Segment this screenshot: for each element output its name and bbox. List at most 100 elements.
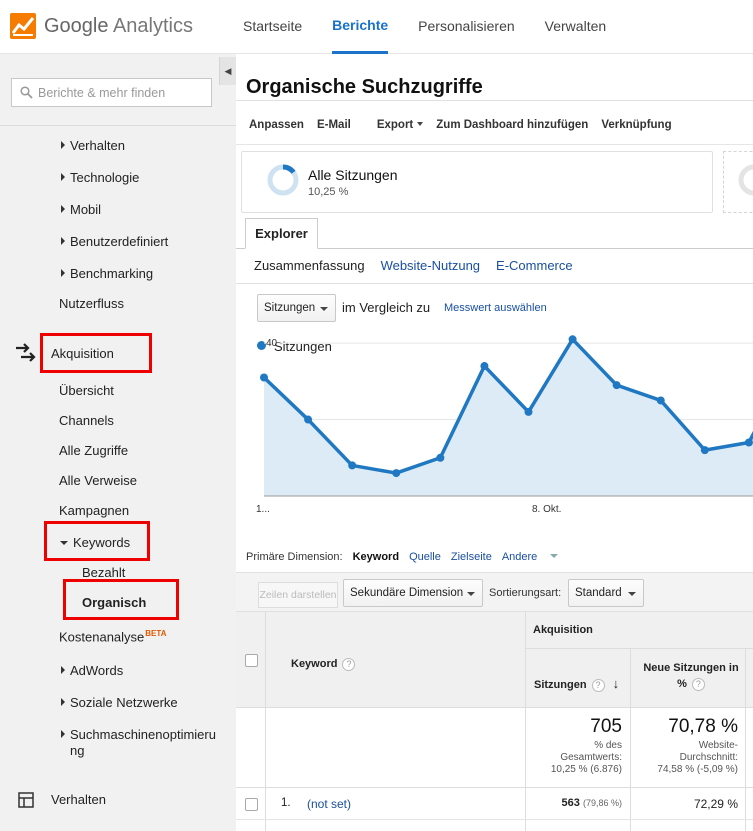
akquisition-icon — [15, 342, 37, 367]
subtab-divider — [236, 283, 753, 284]
sidebar-item-label-continued: ng — [70, 743, 85, 758]
sidebar-item-benutzerdefiniert[interactable]: Benutzerdefiniert — [61, 234, 168, 249]
column-header-sitzungen[interactable]: Sitzungen? ↓ — [534, 676, 619, 692]
chart-data-point — [568, 335, 577, 344]
subtab-ecommerce[interactable]: E-Commerce — [496, 258, 573, 273]
chart-data-point — [348, 461, 357, 470]
dimension-zielseite[interactable]: Zielseite — [450, 551, 492, 563]
column-header-neue-sitzungen[interactable]: Neue Sitzungen in%? — [638, 660, 744, 692]
chart-data-point — [524, 407, 533, 416]
segment-card[interactable]: Alle Sitzungen 10,25 % — [241, 151, 713, 213]
caption-line: Website- — [698, 740, 738, 751]
verknuepfung-button[interactable]: Verknüpfung — [601, 119, 672, 131]
anpassen-button[interactable]: Anpassen — [249, 119, 304, 131]
google-analytics-logo[interactable]: Google Analytics — [10, 10, 193, 42]
sidebar-item-benchmarking[interactable]: Benchmarking — [61, 266, 153, 281]
segment-name: Alle Sitzungen — [308, 167, 398, 183]
segment-donut-icon — [267, 164, 299, 196]
sidebar-item-kampagnen[interactable]: Kampagnen — [59, 503, 130, 518]
sidebar-item-mobil[interactable]: Mobil — [61, 202, 101, 217]
column-header-keyword[interactable]: Keyword? — [291, 658, 356, 671]
sidebar-item-kostenanalyse[interactable]: KostenanalyseBETA — [59, 629, 166, 644]
add-segment-card[interactable] — [723, 151, 753, 213]
column-header-neue-line2: %? — [638, 676, 744, 692]
sidebar-item-verhalten-main[interactable]: Verhalten — [51, 792, 106, 807]
caption-line: Durchschnitt: — [679, 752, 738, 763]
subtab-zusammenfassung[interactable]: Zusammenfassung — [254, 258, 365, 273]
sidebar-item-bezahlt[interactable]: Bezahlt — [82, 565, 126, 580]
sidebar-item-verhalten-sub[interactable]: Verhalten — [61, 138, 125, 153]
row-neue-sitzungen: 72,29 % — [693, 797, 738, 811]
page-title: Organische Suchzugriffe — [246, 76, 483, 98]
dimension-quelle[interactable]: Quelle — [409, 551, 441, 563]
nav-berichte[interactable]: Berichte — [332, 0, 389, 54]
expand-arrow-icon — [61, 730, 65, 738]
tab-divider — [236, 248, 753, 249]
help-icon[interactable]: ? — [691, 678, 705, 691]
sidebar-item-suchmaschinenoptimierung[interactable]: Suchmaschinenoptimieru — [61, 727, 216, 742]
sidebar-item-label: Technologie — [70, 170, 140, 185]
sidebar-item-organisch[interactable]: Organisch — [82, 595, 147, 610]
sidebar-item-akquisition[interactable]: Akquisition — [51, 346, 114, 361]
sort-desc-icon[interactable]: ↓ — [612, 676, 620, 691]
sidebar-item-soziale-netzwerke[interactable]: Soziale Netzwerke — [61, 695, 178, 710]
row-checkbox[interactable] — [245, 798, 258, 811]
beta-badge: BETA — [145, 629, 167, 638]
subtab-website-nutzung[interactable]: Website-Nutzung — [380, 258, 481, 273]
sidebar-item-keywords[interactable]: Keywords — [60, 535, 130, 550]
metric-select[interactable]: Sitzungen — [257, 294, 336, 322]
nav-verwalten[interactable]: Verwalten — [544, 18, 607, 34]
analytics-logo-icon — [10, 13, 36, 39]
expand-arrow-icon — [61, 666, 65, 674]
caption-line: 10,25 % (6.876) — [550, 764, 622, 775]
collapse-sidebar-button[interactable]: ◀ — [219, 57, 236, 85]
sortierungsart-select[interactable]: Standard — [568, 579, 644, 607]
help-icon[interactable]: ? — [342, 658, 356, 671]
tab-explorer[interactable]: Explorer — [245, 218, 318, 249]
total-neue-caption: Website- Durchschnitt: 74,58 % (-5,09 %) — [634, 740, 738, 776]
zeilen-darstellen-button[interactable]: Zeilen darstellen — [258, 582, 338, 608]
sidebar-item-alle-verweise[interactable]: Alle Verweise — [59, 473, 138, 488]
x-tick-label: 1... — [256, 504, 270, 515]
chart-data-point — [480, 362, 489, 371]
column-group-akquisition: Akquisition — [533, 624, 593, 636]
sidebar-item-uebersicht[interactable]: Übersicht — [59, 383, 114, 398]
table-row[interactable]: 1. (not set) 563 (79,86 %) 72,29 % — [236, 788, 753, 820]
sidebar-item-channels[interactable]: Channels — [59, 413, 114, 428]
email-button[interactable]: E-Mail — [316, 119, 351, 131]
chevron-down-icon — [550, 554, 559, 558]
messwert-link[interactable]: Messwert auswählen — [444, 302, 547, 314]
sortierungsart-label: Sortierungsart: — [489, 587, 562, 599]
row-keyword-link[interactable]: (not set) — [307, 797, 352, 811]
search-input[interactable]: Berichte & mehr finden — [11, 78, 212, 107]
chart-data-point — [656, 396, 665, 405]
sekundaere-dimension-select[interactable]: Sekundäre Dimension — [343, 579, 483, 607]
collapse-left-icon: ◀ — [224, 65, 232, 76]
subtabs: Zusammenfassung Website-Nutzung E-Commer… — [254, 258, 589, 273]
nav-startseite[interactable]: Startseite — [243, 18, 303, 34]
chart-data-point — [392, 469, 401, 478]
sidebar-item-technologie[interactable]: Technologie — [61, 170, 139, 185]
help-icon[interactable]: ? — [591, 679, 605, 692]
sidebar-item-alle-zugriffe[interactable]: Alle Zugriffe — [59, 443, 129, 458]
sekundaere-dimension-label: Sekundäre Dimension — [350, 587, 464, 599]
dimension-row: Primäre Dimension: Keyword Quelle Zielse… — [246, 551, 568, 563]
nav-personalisieren[interactable]: Personalisieren — [418, 18, 515, 34]
dimension-andere[interactable]: Andere — [502, 551, 559, 563]
sidebar-item-label: Mobil — [70, 202, 102, 217]
export-button[interactable]: Export — [364, 109, 424, 139]
sidebar-item-nutzerfluss[interactable]: Nutzerfluss — [59, 296, 125, 311]
sidebar-item-adwords[interactable]: AdWords — [61, 663, 123, 678]
chevron-down-icon — [628, 592, 636, 596]
chart-data-point — [612, 381, 621, 390]
dimension-keyword: Keyword — [352, 551, 400, 563]
report-actions: Anpassen E-Mail Export Zum Dashboard hin… — [236, 109, 672, 139]
select-all-checkbox[interactable] — [245, 654, 258, 667]
report-main: Organische Suchzugriffe Anpassen E-Mail … — [236, 54, 753, 831]
row-sitzungen-value: 563 — [561, 797, 580, 809]
dashboard-button[interactable]: Zum Dashboard hinzufügen — [436, 119, 589, 131]
highlight-box-akquisition — [40, 333, 152, 373]
table-controls: Zeilen darstellen Sekundäre Dimension So… — [236, 572, 753, 612]
header-divider — [525, 648, 753, 649]
highlight-box-keywords — [44, 521, 150, 561]
